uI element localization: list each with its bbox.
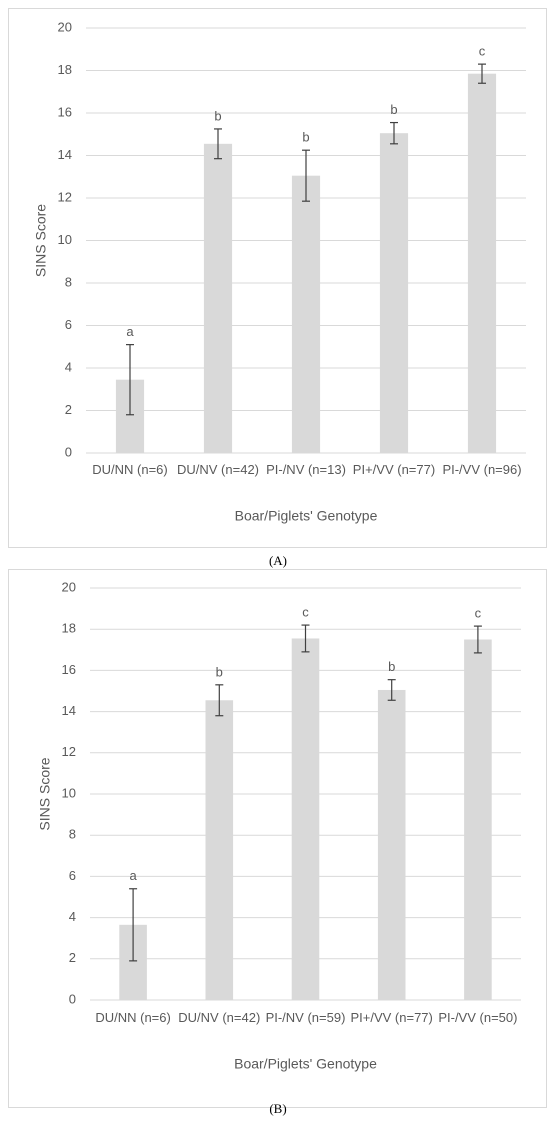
annotation: a bbox=[126, 324, 134, 339]
y-tick-label: 8 bbox=[65, 274, 72, 289]
x-tick-label: DU/NN (n=6) bbox=[92, 462, 168, 477]
y-tick-label: 16 bbox=[58, 104, 72, 119]
x-tick-label-box: DU/NV (n=42) bbox=[177, 462, 259, 477]
y-tick-label: 6 bbox=[65, 317, 72, 332]
annotation: c bbox=[475, 606, 482, 621]
bar bbox=[464, 639, 492, 1000]
y-axis-title: SINS Score bbox=[37, 757, 53, 830]
y-tick-label: 18 bbox=[62, 621, 76, 636]
bar bbox=[377, 689, 406, 1000]
bar bbox=[203, 143, 233, 453]
bar bbox=[291, 638, 320, 1000]
y-tick-label: 6 bbox=[69, 868, 76, 883]
y-tick-label: 12 bbox=[62, 744, 76, 759]
annotation: a bbox=[129, 868, 137, 883]
annotation: b bbox=[388, 659, 395, 674]
annotation: b bbox=[214, 108, 221, 123]
bar bbox=[205, 700, 234, 1000]
x-tick-label-box: PI+/VV (n=77) bbox=[350, 1010, 433, 1025]
y-axis-title: SINS Score bbox=[33, 204, 49, 277]
y-tick-label: 14 bbox=[58, 147, 72, 162]
x-axis-title: Boar/Piglets' Genotype bbox=[234, 1056, 377, 1072]
panel-label: (B) bbox=[269, 1101, 286, 1116]
y-tick-label: 8 bbox=[69, 827, 76, 842]
y-tick-label: 20 bbox=[58, 19, 72, 34]
y-tick-label: 4 bbox=[65, 359, 72, 374]
x-tick-label-box: DU/NN (n=6) bbox=[95, 1010, 171, 1025]
y-tick-label: 20 bbox=[62, 579, 76, 594]
y-tick-label: 2 bbox=[69, 950, 76, 965]
y-tick-label: 14 bbox=[62, 703, 76, 718]
x-tick-label-box: PI-/NV (n=13) bbox=[266, 462, 346, 477]
y-tick-label: 0 bbox=[65, 444, 72, 459]
y-tick-label: 2 bbox=[65, 402, 72, 417]
annotation: b bbox=[390, 102, 397, 117]
annotation: b bbox=[216, 664, 223, 679]
x-tick-label: DU/NV (n=42) bbox=[177, 462, 259, 477]
x-tick-label: PI+/VV (n=77) bbox=[352, 462, 436, 477]
x-tick-label-box: PI-/VV (n=50) bbox=[438, 1010, 518, 1025]
x-tick-label-box: PI-/NV (n=59) bbox=[265, 1010, 346, 1025]
x-axis-title: Boar/Piglets' Genotype bbox=[235, 508, 378, 524]
x-tick-label: PI-/NV (n=59) bbox=[265, 1010, 346, 1025]
x-tick-label-box: PI+/VV (n=77) bbox=[352, 462, 436, 477]
y-tick-label: 12 bbox=[58, 189, 72, 204]
y-tick-label: 0 bbox=[69, 991, 76, 1006]
x-tick-label: DU/NN (n=6) bbox=[95, 1010, 171, 1025]
y-tick-label: 10 bbox=[58, 232, 72, 247]
x-tick-label-box: DU/NN (n=6) bbox=[92, 462, 168, 477]
bar bbox=[291, 175, 321, 453]
x-tick-label: PI+/VV (n=77) bbox=[350, 1010, 433, 1025]
chart-frame bbox=[8, 569, 547, 1108]
x-tick-label: DU/NV (n=42) bbox=[178, 1010, 261, 1025]
bar bbox=[467, 73, 497, 453]
annotation: b bbox=[302, 130, 309, 145]
x-tick-label: PI-/VV (n=50) bbox=[438, 1010, 518, 1025]
annotation: c bbox=[479, 44, 486, 59]
y-tick-label: 10 bbox=[62, 785, 76, 800]
x-tick-label-box: PI-/VV (n=96) bbox=[442, 462, 522, 477]
y-tick-label: 16 bbox=[62, 662, 76, 677]
chart-frame bbox=[8, 8, 547, 548]
x-tick-label-box: DU/NV (n=42) bbox=[178, 1010, 261, 1025]
panel-label: (A) bbox=[269, 553, 287, 568]
x-tick-label: PI-/VV (n=96) bbox=[442, 462, 522, 477]
y-tick-label: 4 bbox=[69, 909, 76, 924]
annotation: c bbox=[302, 605, 309, 620]
x-tick-label: PI-/NV (n=13) bbox=[266, 462, 346, 477]
bar bbox=[379, 133, 409, 453]
y-tick-label: 18 bbox=[58, 62, 72, 77]
